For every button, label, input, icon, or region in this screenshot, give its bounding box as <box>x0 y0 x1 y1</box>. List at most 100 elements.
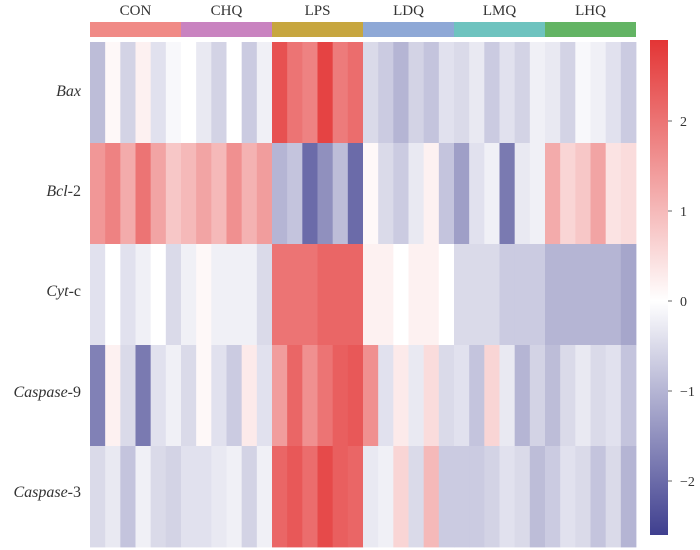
heatmap-cell <box>484 244 500 346</box>
heatmap-cell <box>105 446 121 548</box>
heatmap-cell <box>454 446 470 548</box>
heatmap-cell <box>165 244 182 346</box>
color-scale-bar <box>650 40 668 535</box>
heatmap-cell <box>181 446 197 548</box>
heatmap-cell <box>287 345 303 447</box>
row-label-cyt-c: Cyt-c <box>46 283 81 300</box>
group-label: CON <box>120 3 152 19</box>
color-scale-ticks: 2 1 0 −1 −2 <box>668 115 695 490</box>
heatmap-cell <box>363 345 379 447</box>
heatmap-cell <box>105 244 121 346</box>
heatmap-cell <box>302 42 318 144</box>
heatmap-cell <box>469 345 485 447</box>
heatmap-cell <box>469 244 485 346</box>
heatmap-cell <box>105 345 121 447</box>
heatmap-cell <box>454 143 470 245</box>
heatmap-cell <box>545 42 561 144</box>
heatmap-cell <box>272 446 288 548</box>
heatmap-cell <box>605 446 622 548</box>
heatmap-cell <box>347 345 364 447</box>
heatmap-cell <box>499 345 516 447</box>
heatmap-cell <box>590 244 607 346</box>
heatmap-cell <box>378 42 394 144</box>
heatmap-cell <box>135 42 152 144</box>
color-scale-legend: 2 1 0 −1 −2 <box>650 40 695 535</box>
heatmap-cell <box>469 446 485 548</box>
group-color-bar <box>90 22 181 37</box>
heatmap-cell <box>120 345 136 447</box>
heatmap-cell <box>150 446 167 548</box>
heatmap-cell <box>150 42 167 144</box>
heatmap-cell <box>347 244 364 346</box>
heatmap-cell <box>256 42 273 144</box>
heatmap-cell <box>560 244 576 346</box>
heatmap-cell <box>560 42 576 144</box>
heatmap-cell <box>590 345 607 447</box>
group-label: LMQ <box>483 3 517 19</box>
heatmap-cell <box>211 42 227 144</box>
heatmap-cell <box>90 345 106 447</box>
heatmap-cell <box>256 345 273 447</box>
heatmap-cell <box>135 244 152 346</box>
heatmap-cell <box>120 244 136 346</box>
heatmap-cell <box>317 42 334 144</box>
heatmap-cell <box>575 244 591 346</box>
heatmap-cell <box>529 244 546 346</box>
heatmap-cell <box>256 446 273 548</box>
heatmap-cell <box>575 143 591 245</box>
heatmap-cell <box>226 244 243 346</box>
heatmap-cell <box>226 143 243 245</box>
heatmap-cell <box>438 42 455 144</box>
heatmap-cell <box>317 143 334 245</box>
heatmap-cell <box>287 446 303 548</box>
heatmap-cell <box>347 143 364 245</box>
heatmap-cell <box>575 345 591 447</box>
heatmap-cell <box>135 345 152 447</box>
heatmap-cell <box>332 42 349 144</box>
heatmap-cell <box>545 345 561 447</box>
heatmap-cell <box>211 244 227 346</box>
heatmap-cell <box>590 446 607 548</box>
heatmap-cell <box>196 244 212 346</box>
heatmap-cell <box>363 244 379 346</box>
heatmap-cell <box>363 42 379 144</box>
heatmap-cell <box>423 143 440 245</box>
row-labels: Bax Bcl-2 Cyt-c Caspase-9 Caspase-3 <box>13 83 81 501</box>
heatmap-cell <box>165 446 182 548</box>
heatmap-cell <box>181 42 197 144</box>
heatmap-cell <box>620 244 637 346</box>
group-header-ldq: LDQ <box>363 3 454 37</box>
heatmap-cell <box>165 143 182 245</box>
row-label-caspase-3: Caspase-3 <box>13 484 81 501</box>
heatmap-cell <box>241 143 258 245</box>
heatmap-cell <box>484 143 500 245</box>
heatmap-cell <box>423 345 440 447</box>
group-header-lmq: LMQ <box>454 3 545 37</box>
heatmap-cell <box>605 345 622 447</box>
group-header-lps: LPS <box>272 3 363 37</box>
heatmap-cell <box>484 42 500 144</box>
heatmap-cell <box>120 42 136 144</box>
heatmap-cell <box>363 446 379 548</box>
heatmap-cell <box>150 345 167 447</box>
heatmap-cell <box>605 143 622 245</box>
color-scale-tick-label: 2 <box>680 115 687 130</box>
heatmap-cell <box>272 143 288 245</box>
heatmap-cell <box>575 42 591 144</box>
heatmap-cell <box>135 143 152 245</box>
heatmap-cell <box>90 143 106 245</box>
heatmap-cell <box>363 143 379 245</box>
color-scale-tick-label: 1 <box>680 205 687 220</box>
heatmap-cell <box>135 446 152 548</box>
heatmap-cell <box>438 244 455 346</box>
heatmap-cell <box>499 446 516 548</box>
heatmap-cell <box>454 345 470 447</box>
heatmap-cell <box>272 345 288 447</box>
heatmap-cell <box>211 446 227 548</box>
color-scale-tick-label: −2 <box>680 475 695 490</box>
heatmap-cell <box>120 143 136 245</box>
heatmap-cell <box>620 446 637 548</box>
heatmap-cell <box>545 446 561 548</box>
heatmap-cell <box>393 42 409 144</box>
group-color-bar <box>545 22 636 37</box>
